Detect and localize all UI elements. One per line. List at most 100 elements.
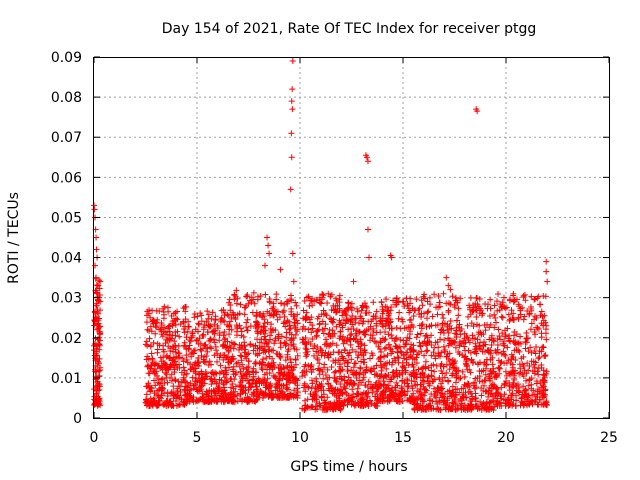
data-point bbox=[473, 313, 480, 320]
data-point bbox=[96, 277, 103, 284]
data-point bbox=[313, 333, 320, 340]
data-point bbox=[231, 341, 238, 348]
data-point bbox=[313, 375, 320, 382]
data-point bbox=[159, 385, 166, 392]
data-point bbox=[207, 344, 214, 351]
data-point bbox=[153, 324, 160, 331]
data-point bbox=[376, 345, 383, 352]
data-point bbox=[536, 354, 543, 361]
data-point bbox=[516, 370, 523, 377]
data-point bbox=[424, 309, 431, 316]
x-tick-label: 20 bbox=[497, 430, 515, 446]
data-point bbox=[176, 333, 183, 340]
data-point bbox=[315, 365, 322, 372]
data-point bbox=[385, 312, 392, 319]
data-point bbox=[384, 398, 391, 405]
data-point bbox=[208, 369, 215, 376]
data-point bbox=[227, 307, 234, 314]
data-point bbox=[520, 383, 527, 390]
data-point bbox=[256, 344, 263, 351]
data-point bbox=[316, 294, 323, 301]
data-point bbox=[423, 323, 430, 330]
data-point bbox=[421, 295, 428, 302]
data-point bbox=[188, 334, 195, 341]
data-point bbox=[175, 355, 182, 362]
y-tick-label: 0.03 bbox=[51, 291, 82, 307]
data-point bbox=[533, 343, 540, 350]
data-point bbox=[475, 303, 482, 310]
data-point bbox=[264, 319, 271, 326]
data-point bbox=[186, 342, 193, 349]
data-point bbox=[544, 278, 551, 285]
data-point bbox=[250, 347, 257, 354]
data-point bbox=[493, 390, 500, 397]
data-point bbox=[171, 369, 178, 376]
data-point bbox=[276, 385, 283, 392]
data-point bbox=[294, 385, 301, 392]
data-point bbox=[239, 377, 246, 384]
data-point bbox=[270, 326, 277, 333]
data-point bbox=[260, 349, 267, 356]
data-point bbox=[226, 321, 233, 328]
data-point bbox=[164, 365, 171, 372]
data-point bbox=[535, 326, 542, 333]
data-point bbox=[466, 302, 473, 309]
data-point bbox=[258, 365, 265, 372]
data-point bbox=[322, 321, 329, 328]
data-point bbox=[229, 398, 236, 405]
data-point bbox=[336, 317, 343, 324]
data-point bbox=[158, 364, 165, 371]
data-point bbox=[313, 348, 320, 355]
data-point bbox=[385, 394, 392, 401]
data-point bbox=[428, 352, 435, 359]
data-point bbox=[503, 304, 510, 311]
data-point bbox=[230, 393, 237, 400]
data-point bbox=[308, 314, 315, 321]
data-point bbox=[540, 382, 547, 389]
data-point bbox=[465, 337, 472, 344]
data-point bbox=[241, 342, 248, 349]
data-point bbox=[234, 323, 241, 330]
data-point bbox=[364, 226, 371, 233]
data-point bbox=[143, 338, 150, 345]
data-point bbox=[360, 374, 367, 381]
y-tick-label: 0.09 bbox=[51, 50, 82, 66]
data-point bbox=[364, 401, 371, 408]
data-point bbox=[491, 302, 498, 309]
data-point bbox=[364, 158, 371, 165]
data-point bbox=[183, 370, 190, 377]
data-point bbox=[303, 353, 310, 360]
data-point bbox=[368, 350, 375, 357]
data-point bbox=[143, 391, 150, 398]
data-point bbox=[344, 367, 351, 374]
data-point bbox=[472, 343, 479, 350]
data-point bbox=[268, 311, 275, 318]
data-point bbox=[369, 316, 376, 323]
data-point bbox=[380, 381, 387, 388]
data-point bbox=[377, 394, 384, 401]
data-point bbox=[261, 377, 268, 384]
data-point bbox=[92, 262, 99, 269]
data-point bbox=[439, 385, 446, 392]
y-tick-label: 0.05 bbox=[51, 210, 82, 226]
data-point bbox=[185, 382, 192, 389]
data-point bbox=[514, 381, 521, 388]
data-point bbox=[244, 316, 251, 323]
data-point bbox=[266, 392, 273, 399]
data-point bbox=[441, 398, 448, 405]
data-point bbox=[511, 340, 518, 347]
data-point bbox=[470, 307, 477, 314]
data-point bbox=[290, 373, 297, 380]
data-point bbox=[543, 336, 550, 343]
data-point bbox=[287, 341, 294, 348]
data-point bbox=[410, 312, 417, 319]
data-point bbox=[272, 337, 279, 344]
data-point bbox=[395, 315, 402, 322]
data-point bbox=[467, 311, 474, 318]
data-point bbox=[486, 336, 493, 343]
data-point bbox=[481, 322, 488, 329]
data-point bbox=[247, 341, 254, 348]
data-point bbox=[243, 324, 250, 331]
data-point bbox=[352, 370, 359, 377]
data-point bbox=[219, 343, 226, 350]
